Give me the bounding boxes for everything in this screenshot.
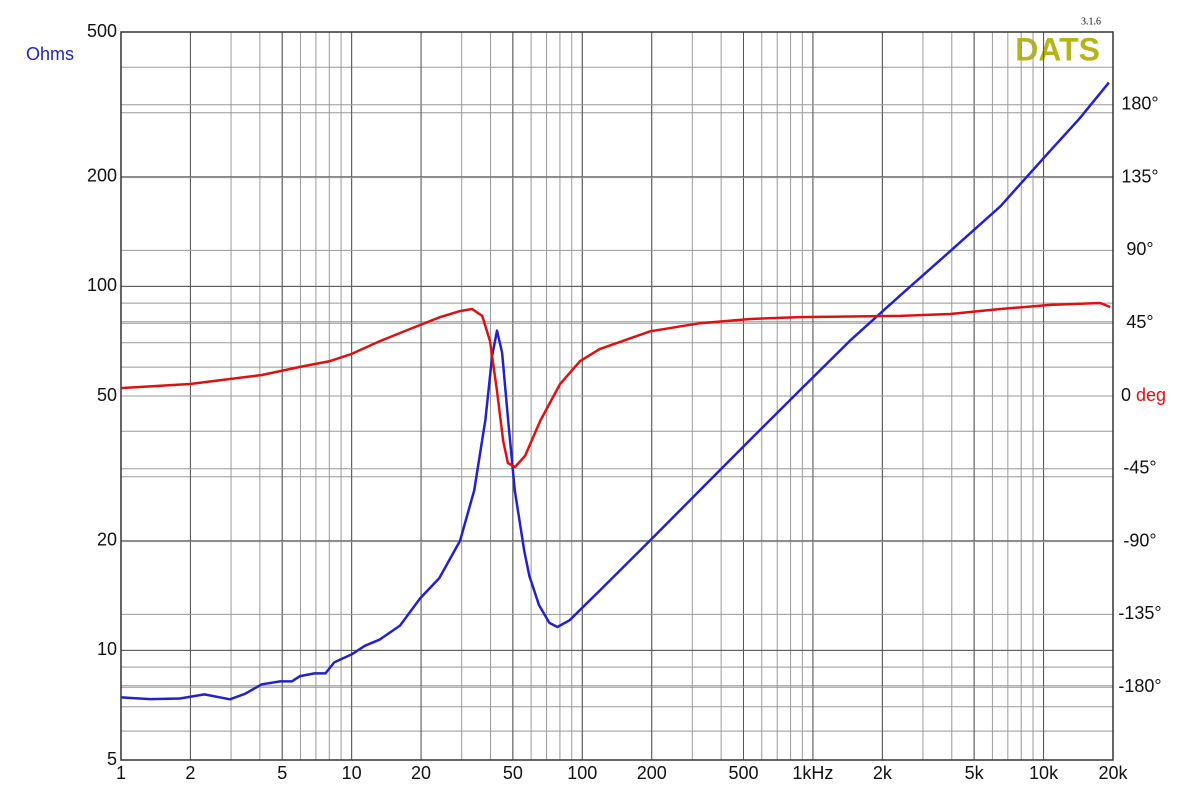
y2-tick-label: 45°: [1126, 312, 1153, 332]
y-tick-label: 5: [107, 749, 117, 769]
y-tick-label: 10: [97, 639, 117, 659]
y2-tick-label: 90°: [1126, 239, 1153, 259]
x-tick-label: 20k: [1098, 763, 1128, 783]
x-tick-label: 2k: [873, 763, 893, 783]
y-tick-label: 20: [97, 530, 117, 550]
y-tick-label: 50: [97, 385, 117, 405]
y-tick-label: 200: [87, 166, 117, 186]
x-tick-label: 10k: [1029, 763, 1059, 783]
x-tick-label: 200: [637, 763, 667, 783]
y2-axis-label: deg: [1136, 385, 1166, 405]
x-tick-label: 5: [277, 763, 287, 783]
plot-frame: [120, 31, 1114, 761]
x-tick-label: 1kHz: [792, 763, 833, 783]
x-tick-label: 5k: [965, 763, 985, 783]
x-tick-label: 2: [185, 763, 195, 783]
y2-tick-label: -45°: [1123, 458, 1156, 478]
x-tick-label: 20: [411, 763, 431, 783]
y2-tick-label: -180°: [1118, 676, 1161, 696]
brand: DATS: [1015, 31, 1100, 67]
y2-tick-label: -135°: [1118, 603, 1161, 623]
x-tick-label: 10: [342, 763, 362, 783]
y2-tick-label: 0: [1121, 385, 1131, 405]
y2-tick-label: 180°: [1121, 94, 1158, 114]
y-tick-label: 100: [87, 275, 117, 295]
y-tick-label: 500: [87, 21, 117, 41]
y-axis-label: Ohms: [26, 44, 74, 64]
version: 3.1.6: [1081, 16, 1101, 27]
y2-tick-label: -90°: [1123, 530, 1156, 550]
x-tick-label: 500: [728, 763, 758, 783]
y2-tick-label: 135°: [1121, 166, 1158, 186]
x-tick-label: 100: [567, 763, 597, 783]
series-line: [120, 301, 1111, 469]
x-tick-label: 1: [116, 763, 126, 783]
x-tick-label: 50: [503, 763, 523, 783]
